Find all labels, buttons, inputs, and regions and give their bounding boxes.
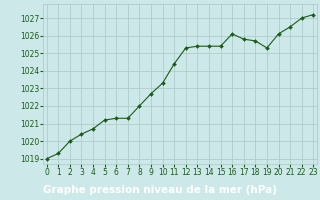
Text: Graphe pression niveau de la mer (hPa): Graphe pression niveau de la mer (hPa) — [43, 185, 277, 195]
